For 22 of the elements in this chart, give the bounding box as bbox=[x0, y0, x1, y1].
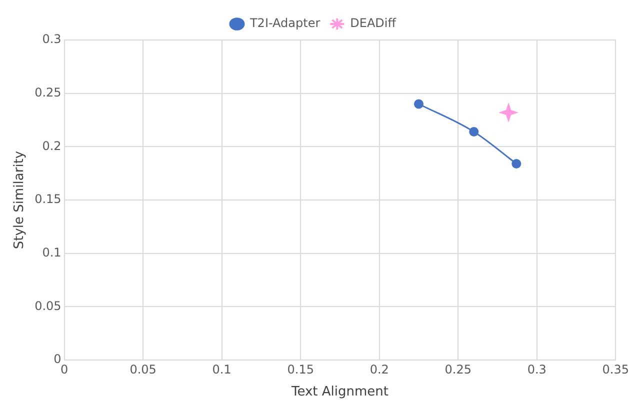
point bbox=[512, 158, 522, 168]
legend-label: T2I-Adapter bbox=[248, 16, 320, 30]
x-axis-title: Text Alignment bbox=[290, 384, 388, 400]
x-tick-label: 0.05 bbox=[130, 362, 156, 376]
y-tick-label: 0 bbox=[54, 352, 62, 366]
x-tick-label: 0.3 bbox=[527, 362, 546, 376]
y-tick-label: 0.1 bbox=[42, 245, 62, 260]
legend-label: DEADiff bbox=[350, 16, 397, 30]
y-tick-label: 0.2 bbox=[42, 138, 62, 153]
y-tick-label: 0.25 bbox=[34, 85, 62, 100]
point bbox=[414, 99, 424, 109]
y-tick-label: 0.15 bbox=[34, 192, 62, 206]
x-tick-label: 0.2 bbox=[370, 362, 389, 376]
point bbox=[469, 126, 479, 136]
y-tick-label: 0.3 bbox=[42, 32, 62, 46]
y-tick-label: 0.05 bbox=[34, 298, 62, 313]
point bbox=[498, 102, 519, 123]
y-axis-title: Style Similarity bbox=[12, 150, 28, 250]
x-tick-label: 0.35 bbox=[602, 362, 629, 376]
x-tick-label: 0.15 bbox=[287, 362, 314, 376]
x-tick-label: 0.25 bbox=[444, 362, 472, 376]
x-tick-label: 0.1 bbox=[212, 362, 232, 376]
